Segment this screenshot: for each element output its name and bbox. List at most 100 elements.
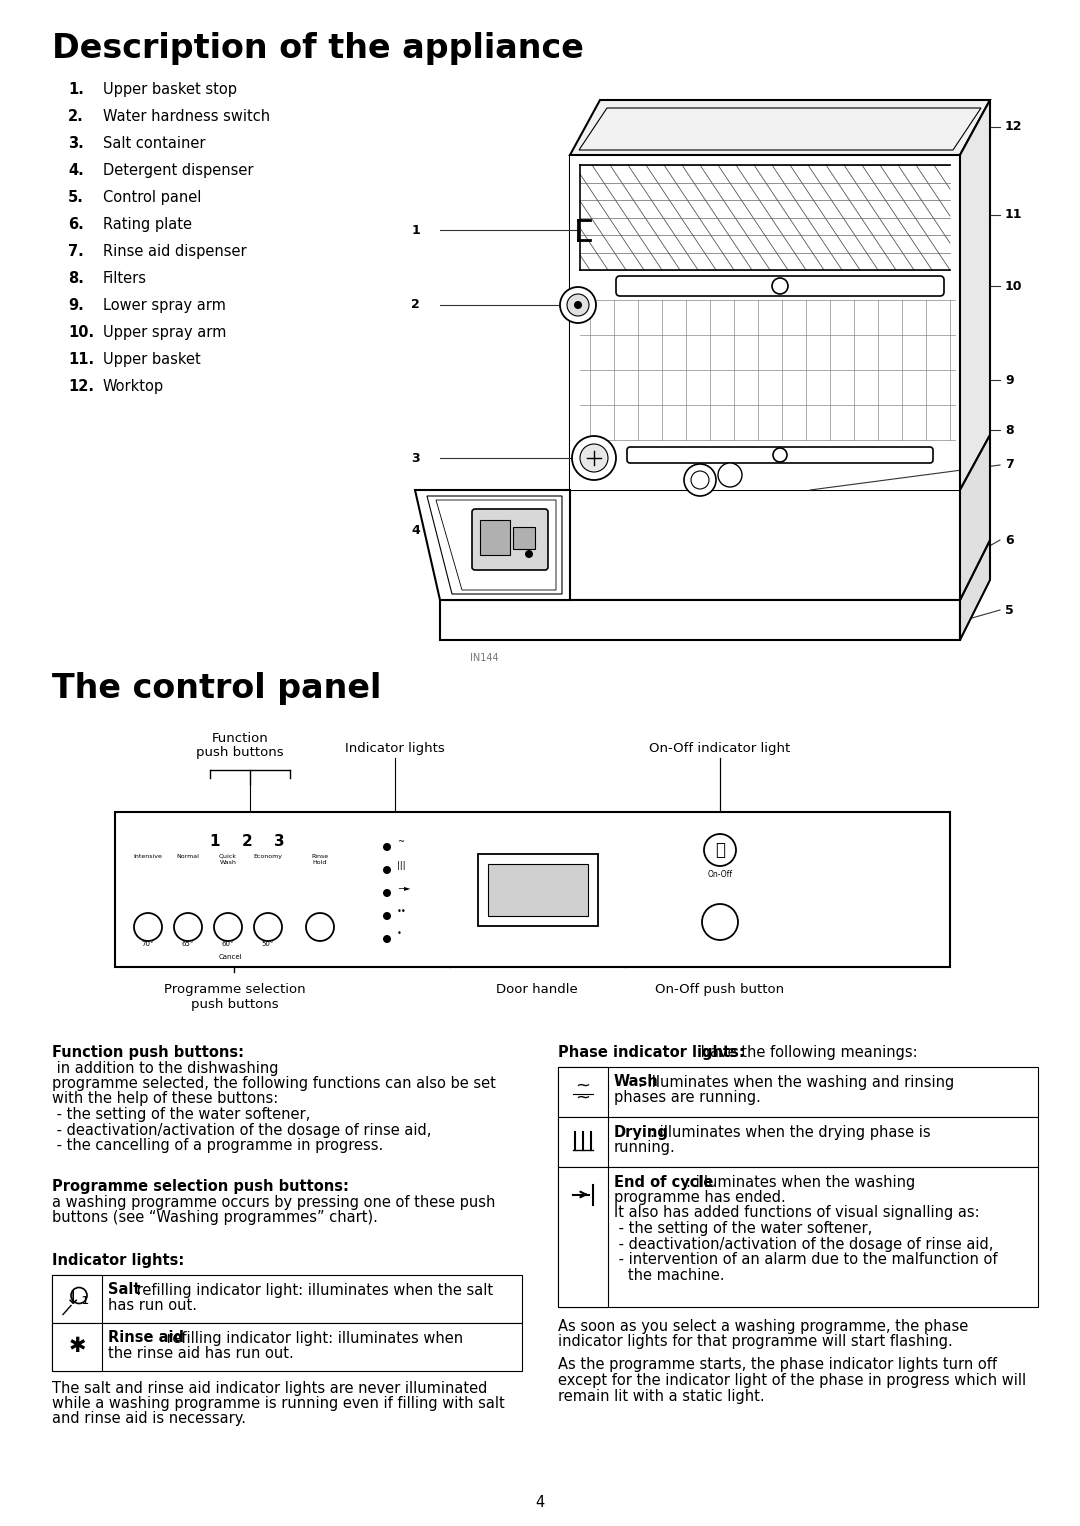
Text: 60°: 60°	[221, 942, 234, 948]
Text: Drying: Drying	[615, 1125, 669, 1140]
Bar	[558, 1067, 1038, 1117]
Circle shape	[561, 287, 596, 324]
Text: 4: 4	[536, 1495, 544, 1511]
Text: except for the indicator light of the phase in progress which will: except for the indicator light of the ph…	[558, 1373, 1026, 1389]
Circle shape	[684, 464, 716, 496]
Text: Rinse aid dispenser: Rinse aid dispenser	[103, 244, 246, 259]
Text: Function: Function	[212, 732, 268, 745]
Text: 8: 8	[1005, 424, 1014, 436]
Text: 65°: 65°	[181, 942, 194, 948]
Text: Quick
Wash: Quick Wash	[219, 855, 237, 865]
Circle shape	[580, 444, 608, 472]
Circle shape	[567, 295, 589, 316]
Text: 7: 7	[1005, 458, 1014, 472]
Text: Rinse aid: Rinse aid	[108, 1331, 184, 1346]
Text: ••: ••	[397, 906, 407, 916]
Bar	[570, 156, 960, 490]
Text: Detergent dispenser: Detergent dispenser	[103, 163, 254, 179]
Bar	[52, 1323, 522, 1370]
Text: 7.: 7.	[68, 244, 84, 259]
Text: 9.: 9.	[68, 298, 84, 313]
Text: |||: |||	[397, 861, 406, 870]
Text: 1: 1	[411, 223, 420, 237]
Text: Programme selection push buttons:: Programme selection push buttons:	[52, 1180, 349, 1193]
Text: Control panel: Control panel	[103, 191, 201, 204]
Text: programme selected, the following functions can also be set: programme selected, the following functi…	[52, 1076, 496, 1091]
Text: 3: 3	[411, 452, 420, 464]
Circle shape	[306, 913, 334, 942]
Text: It also has added functions of visual signalling as:: It also has added functions of visual si…	[615, 1206, 980, 1221]
Text: ⒨: ⒨	[715, 841, 725, 859]
Text: Upper basket: Upper basket	[103, 353, 201, 366]
Circle shape	[254, 913, 282, 942]
Text: Phase indicator lights:: Phase indicator lights:	[558, 1045, 745, 1061]
Text: : illuminates when the drying phase is: : illuminates when the drying phase is	[650, 1125, 931, 1140]
Text: Economy: Economy	[254, 855, 283, 859]
Text: 2.: 2.	[68, 108, 84, 124]
FancyBboxPatch shape	[472, 510, 548, 571]
Text: ~: ~	[576, 1088, 591, 1106]
Text: ~: ~	[576, 1076, 591, 1094]
Text: buttons (see “Washing programmes” chart).: buttons (see “Washing programmes” chart)…	[52, 1210, 378, 1225]
Circle shape	[525, 549, 534, 559]
Text: 4: 4	[411, 523, 420, 537]
Text: with the help of these buttons:: with the help of these buttons:	[52, 1091, 279, 1106]
Text: Door handle: Door handle	[496, 983, 578, 996]
Text: •: •	[397, 929, 402, 938]
Text: push buttons: push buttons	[197, 746, 284, 758]
Text: 3: 3	[273, 835, 284, 848]
Text: 10.: 10.	[68, 325, 94, 340]
Text: Wash: Wash	[615, 1074, 659, 1090]
Text: As soon as you select a washing programme, the phase: As soon as you select a washing programm…	[558, 1318, 969, 1334]
Text: 2: 2	[411, 299, 420, 311]
Text: push buttons: push buttons	[191, 998, 279, 1012]
Circle shape	[718, 462, 742, 487]
Bar	[513, 526, 535, 549]
Text: The control panel: The control panel	[52, 671, 381, 705]
Bar	[114, 812, 950, 967]
Text: : illuminates when the washing and rinsing: : illuminates when the washing and rinsi…	[638, 1074, 955, 1090]
Text: in addition to the dishwashing: in addition to the dishwashing	[52, 1061, 279, 1076]
Text: have the following meanings:: have the following meanings:	[696, 1045, 918, 1061]
Text: 11: 11	[1005, 209, 1023, 221]
Text: On-Off: On-Off	[707, 870, 732, 879]
Text: Filters: Filters	[103, 272, 147, 285]
Text: 8.: 8.	[68, 272, 84, 285]
Text: 12: 12	[1005, 121, 1023, 133]
FancyBboxPatch shape	[627, 447, 933, 462]
Bar	[477, 853, 597, 925]
Text: has run out.: has run out.	[108, 1299, 197, 1312]
Circle shape	[772, 278, 788, 295]
Text: ↓₁: ↓₁	[65, 1289, 90, 1308]
Text: 4.: 4.	[68, 163, 84, 179]
Text: running.: running.	[615, 1140, 676, 1155]
Circle shape	[214, 913, 242, 942]
Text: 9: 9	[1005, 374, 1014, 386]
Bar	[558, 1117, 608, 1166]
Text: the machine.: the machine.	[615, 1268, 725, 1282]
Text: 5: 5	[1005, 603, 1014, 617]
Text: - the setting of the water softener,: - the setting of the water softener,	[52, 1106, 310, 1122]
Text: Description of the appliance: Description of the appliance	[52, 32, 584, 66]
Text: End of cycle: End of cycle	[615, 1175, 714, 1189]
Text: As the programme starts, the phase indicator lights turn off: As the programme starts, the phase indic…	[558, 1358, 997, 1372]
Text: - the setting of the water softener,: - the setting of the water softener,	[615, 1221, 873, 1236]
Text: On-Off push button: On-Off push button	[656, 983, 784, 996]
Circle shape	[702, 903, 738, 940]
Text: Upper basket stop: Upper basket stop	[103, 82, 237, 98]
Bar	[558, 1166, 1038, 1306]
Polygon shape	[440, 600, 960, 639]
Bar	[52, 1274, 102, 1323]
Circle shape	[383, 935, 391, 943]
Text: 5.: 5.	[68, 191, 84, 204]
Text: 2: 2	[242, 835, 253, 848]
Text: indicator lights for that programme will start flashing.: indicator lights for that programme will…	[558, 1334, 953, 1349]
Text: 12.: 12.	[68, 378, 94, 394]
Text: 1: 1	[210, 835, 220, 848]
Text: On-Off indicator light: On-Off indicator light	[649, 742, 791, 755]
Text: - the cancelling of a programme in progress.: - the cancelling of a programme in progr…	[52, 1138, 383, 1154]
Text: a washing programme occurs by pressing one of these push: a washing programme occurs by pressing o…	[52, 1195, 496, 1210]
Text: Function push buttons:: Function push buttons:	[52, 1045, 244, 1061]
Circle shape	[383, 913, 391, 920]
Circle shape	[383, 865, 391, 874]
